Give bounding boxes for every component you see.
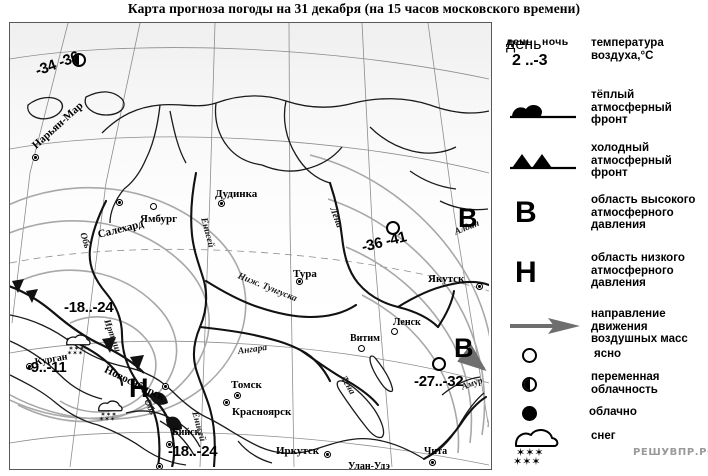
legend-partly-cloudy-icon — [522, 377, 537, 392]
svg-text:✶✶✶: ✶✶✶ — [67, 349, 84, 355]
city-label-vitim: Витим — [350, 333, 380, 344]
city-dot-yakutsk — [476, 283, 483, 290]
legend-cloudy-icon — [522, 406, 537, 421]
legend-wind-direction-description: направление движения воздушных масс — [591, 308, 688, 346]
city-dot-novosibirsk — [162, 383, 169, 390]
city-label-tomsk: Томск — [231, 379, 262, 391]
city-dot-gorno-altaysk — [156, 463, 163, 469]
city-dot-kurgan — [26, 363, 33, 370]
svg-text:✶✶✶: ✶✶✶ — [99, 415, 116, 421]
map-symbol-snow-novosibirsk: ✶✶✶ ✶✶✶ — [66, 334, 91, 355]
temperature-label-salekhard: -18..-24 — [64, 299, 114, 316]
city-dot-lensk — [391, 328, 398, 335]
city-dot-naryan-mar — [32, 154, 39, 161]
city-label-lensk: Ленск — [393, 317, 421, 328]
city-dot-tura — [296, 278, 303, 285]
watermark: РЕШУВПР.РФ — [633, 447, 708, 458]
legend-day-label: день — [506, 36, 542, 53]
city-dot-krasnoyarsk — [223, 399, 230, 406]
legend-temperature-sample: 2 ..-3 — [512, 52, 548, 69]
city-dot-dudinka — [218, 200, 225, 207]
temperature-label-kurgan: -9..-11 — [26, 359, 67, 376]
city-label-dudinka: Дудинка — [215, 188, 258, 200]
legend-snow-icon: ✶✶✶ ✶✶✶ — [513, 429, 559, 468]
map-symbol-partly-cloudy — [72, 53, 86, 67]
map-symbol-clear-yakutia — [386, 221, 400, 235]
legend-daynight-night: ночь — [542, 36, 569, 48]
legend-high-pressure-description: область высокого атмосферного давления — [591, 194, 696, 232]
city-label-yakutsk: Якутск — [428, 273, 465, 285]
city-label-yamburg: Ямбург — [140, 213, 178, 225]
legend-warm-front-description: тёплый атмосферный фронт — [591, 89, 672, 127]
temperature-label-chita: -27..-32 — [414, 373, 464, 390]
legend-high-pressure-symbol: В — [515, 196, 537, 229]
map-symbol-clear-chita — [432, 357, 446, 371]
city-label-irkutsk: Иркутск — [276, 445, 320, 457]
legend-temperature-description: температура воздуха,°С — [591, 37, 664, 62]
legend-snow-label: снег — [591, 430, 616, 442]
legend-clear-icon — [522, 348, 537, 363]
map-high-pressure-marker-northeast: В — [458, 203, 478, 233]
svg-text:✶✶✶: ✶✶✶ — [100, 411, 117, 419]
city-dot-salekhard — [116, 199, 123, 206]
city-dot-tomsk — [234, 392, 241, 399]
map-high-pressure-marker-southeast: В — [454, 333, 474, 363]
legend-cloudy-label: облачно — [589, 406, 637, 418]
page-title: Карта прогноза погоды на 31 декабря (на … — [127, 1, 581, 16]
weather-map: ✶✶✶ ✶✶✶ ✶✶✶ ✶✶✶ Нарьян-Мар Ямбург Салеха… — [9, 22, 492, 470]
city-label-ulan-ude: Улан-Удэ — [348, 461, 390, 470]
city-dot-biysk — [166, 441, 173, 448]
map-low-pressure-marker: Н — [129, 373, 149, 403]
legend-partly-cloudy-label: переменная облачность — [591, 371, 660, 396]
temperature-label-biysk: -18..-24 — [168, 443, 218, 460]
map-graphics — [10, 23, 489, 467]
svg-text:✶✶✶: ✶✶✶ — [68, 345, 85, 353]
city-label-chita: Чита — [424, 446, 448, 457]
warm-front-icon — [510, 105, 576, 119]
legend-low-pressure-symbol: Н — [515, 256, 537, 289]
map-legend: день день ночь 2 ..-3 температура воздух… — [500, 26, 705, 468]
city-dot-chita — [429, 459, 436, 466]
legend-low-pressure-description: область низкого атмосферного давления — [591, 252, 685, 290]
legend-clear-label: ясно — [594, 348, 622, 360]
legend-cold-front-description: холодный атмосферный фронт — [591, 142, 672, 180]
wind-direction-arrow-icon — [510, 318, 580, 334]
legend-daynight-day: день — [506, 36, 533, 48]
map-symbol-snow-altai: ✶✶✶ ✶✶✶ — [98, 400, 123, 421]
city-dot-yamburg — [150, 203, 157, 210]
cold-front-icon — [510, 154, 576, 170]
svg-text:✶✶✶: ✶✶✶ — [516, 446, 544, 459]
svg-text:✶✶✶: ✶✶✶ — [513, 455, 541, 468]
city-label-biysk: Бийск — [172, 427, 201, 438]
city-label-krasnoyarsk: Красноярск — [232, 406, 292, 418]
city-dot-vitim — [358, 345, 365, 352]
city-label-tura: Тура — [293, 268, 317, 280]
city-dot-irkutsk — [324, 451, 331, 458]
